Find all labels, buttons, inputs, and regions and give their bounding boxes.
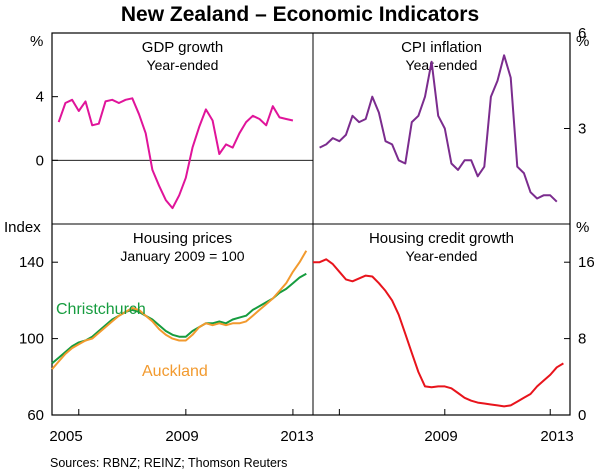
y-tick-label: 4: [36, 89, 44, 106]
series-line-gdp-growth: [57, 97, 294, 210]
series-line-christchurch: [51, 272, 307, 365]
y-tick-label: 60: [27, 407, 44, 424]
unit-label-left: %: [30, 33, 43, 50]
panel-title: CPI inflation: [401, 39, 482, 56]
y-tick-label: 140: [19, 254, 44, 271]
panel-title: Housing credit growth: [369, 230, 514, 247]
panel-subtitle: January 2009 = 100: [120, 248, 244, 264]
x-tick-label: 2009: [424, 428, 457, 445]
panel-title: Housing prices: [133, 230, 232, 247]
x-tick-label: 2013: [540, 428, 573, 445]
x-tick-label: 2009: [165, 428, 198, 445]
panel-subtitle: Year-ended: [147, 57, 219, 73]
y-tick-label: 100: [19, 331, 44, 348]
y-tick-label: 3: [578, 121, 586, 138]
chart-title: New Zealand – Economic Indicators: [121, 3, 479, 26]
label-christchurch: Christchurch: [56, 301, 146, 318]
panel-subtitle: Year-ended: [406, 248, 478, 264]
unit-label-right: %: [576, 33, 589, 50]
y-tick-label: 0: [36, 152, 44, 169]
x-tick-label: 2013: [280, 428, 313, 445]
label-auckland: Auckland: [142, 363, 208, 380]
source-note: Sources: RBNZ; REINZ; Thomson Reuters: [50, 456, 287, 470]
y-tick-label: 8: [578, 331, 586, 348]
unit-label-index: Index: [4, 219, 41, 236]
series-line-cpi-inflation: [319, 54, 558, 203]
series-line-housing-credit-growth: [313, 258, 564, 408]
panel-subtitle: Year-ended: [406, 57, 478, 73]
y-tick-label: 0: [578, 407, 586, 424]
unit-label-right-bottom: %: [576, 219, 589, 236]
y-tick-label: 6: [578, 25, 586, 42]
panel-title: GDP growth: [142, 39, 223, 56]
y-tick-label: 16: [578, 254, 595, 271]
x-tick-label: 2005: [49, 428, 82, 445]
series-line-auckland: [51, 250, 308, 370]
